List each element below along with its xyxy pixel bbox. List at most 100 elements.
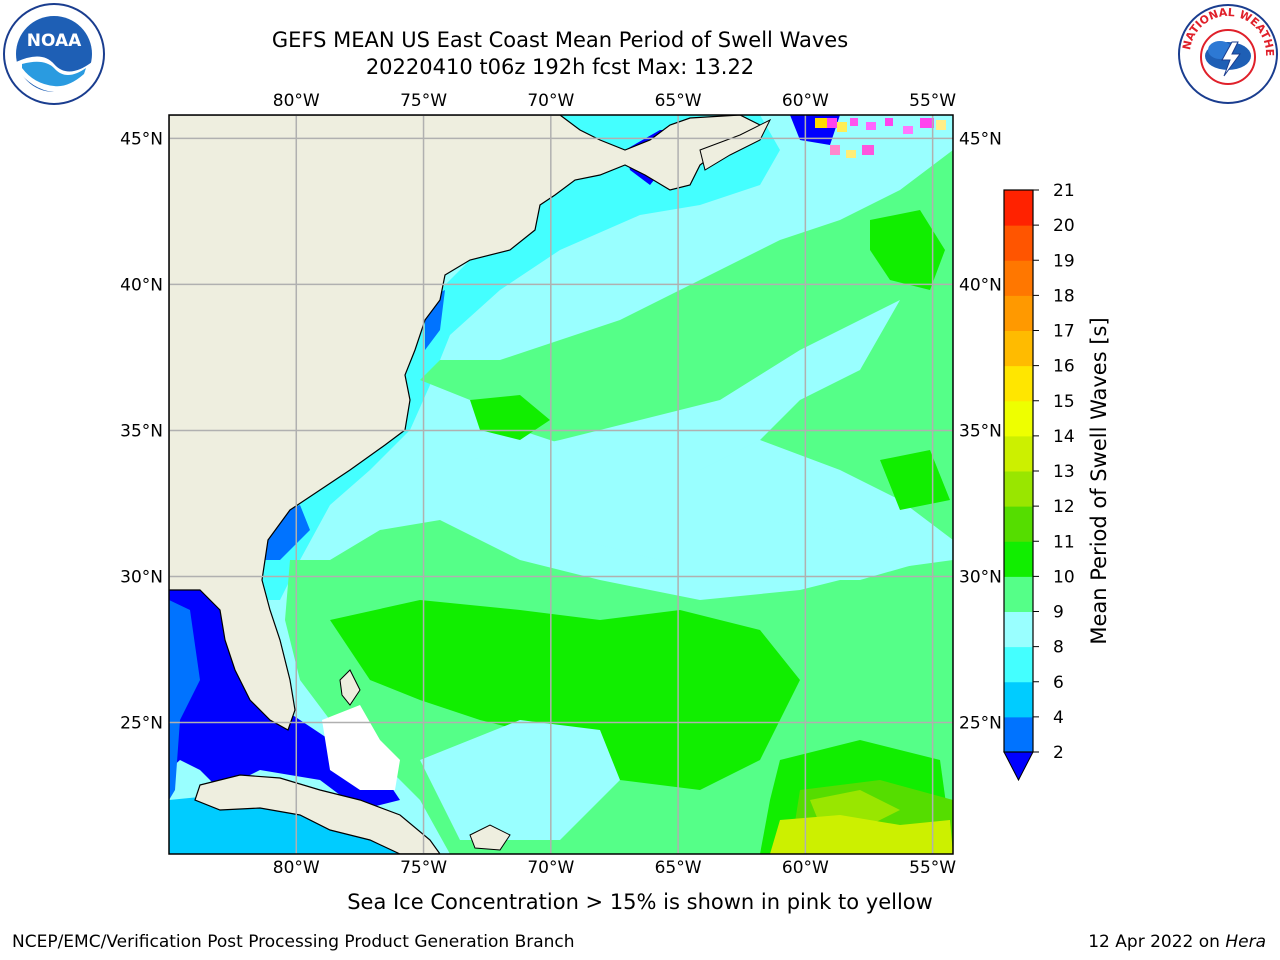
- longitude-tick-label: 55°W: [909, 91, 956, 111]
- field-8-9s-central-tongue: [470, 300, 930, 580]
- producer-credit: NCEP/EMC/Verification Post Processing Pr…: [12, 932, 575, 952]
- sea-ice-patches: [815, 118, 946, 158]
- longitude-tick-label: 70°W: [527, 91, 574, 111]
- latitude-tick-label: 30°N: [120, 568, 163, 588]
- colorbar-swatches: [1004, 190, 1033, 753]
- latitude-tick-label: 35°N: [120, 421, 163, 441]
- colorbar-tick-label: 15: [1053, 392, 1075, 412]
- sea-ice-cell: [920, 118, 934, 128]
- longitude-tick-label: 55°W: [909, 858, 956, 878]
- field-10-11s-patch-c: [870, 210, 945, 290]
- latitude-tick-label: 25°N: [120, 714, 163, 734]
- longitude-tick-label: 75°W: [400, 858, 447, 878]
- sea-ice-cell: [903, 126, 913, 134]
- colorbar-tick-label: 8: [1053, 638, 1064, 658]
- colorbar-swatch: [1004, 611, 1033, 648]
- sea-ice-cell: [830, 145, 840, 155]
- colorbar-tick-labels: 2 4 6 8 9 10 11 12 13 14 15 16 17 18 19 20 21: [1033, 181, 1075, 763]
- latitude-tick-label: 30°N: [959, 568, 1002, 588]
- colorbar-swatch: [1004, 190, 1033, 226]
- colorbar-tick-label: 2: [1053, 743, 1064, 763]
- sea-ice-cell: [866, 122, 876, 130]
- longitude-tick-label: 70°W: [527, 858, 574, 878]
- sea-ice-cell: [862, 145, 874, 155]
- colorbar-tick-label: 9: [1053, 603, 1064, 623]
- sea-ice-footnote: Sea Ice Concentration > 15% is shown in …: [347, 890, 933, 914]
- colorbar-swatch: [1004, 435, 1033, 472]
- field-8-9s-south-patch: [420, 720, 620, 840]
- sea-ice-cell: [850, 118, 858, 126]
- map-plot-area: [169, 115, 953, 854]
- sea-ice-cell: [827, 118, 837, 128]
- colorbar-tick-label: 20: [1053, 216, 1075, 236]
- colorbar-swatch: [1004, 365, 1033, 402]
- field-13-14s-southeast: [770, 815, 953, 854]
- colorbar-under-triangle: [1003, 751, 1034, 782]
- land-north-america: [169, 115, 762, 731]
- colorbar-tick-label: 19: [1053, 251, 1075, 271]
- latitude-tick-label: 35°N: [959, 421, 1002, 441]
- latitude-tick-label: 45°N: [120, 129, 163, 149]
- longitude-tick-label: 60°W: [782, 858, 829, 878]
- field-10-11s-patch-a: [330, 600, 800, 790]
- colorbar-swatch: [1004, 400, 1033, 437]
- sea-ice-cell: [885, 118, 893, 126]
- generation-host: Hera: [1225, 932, 1266, 952]
- land: [169, 115, 772, 854]
- graticule: [169, 115, 953, 854]
- longitude-labels-bottom: 80°W 75°W 70°W 65°W 60°W 55°W: [273, 858, 956, 878]
- land-nova-scotia: [699, 118, 772, 171]
- generation-date: 12 Apr 2022 on Hera: [1088, 932, 1266, 952]
- land-hispaniola: [469, 824, 511, 851]
- latitude-tick-label: 25°N: [959, 714, 1002, 734]
- bahamas-banks-missing: [322, 705, 400, 790]
- colorbar-tick-label: 11: [1053, 532, 1075, 552]
- longitude-tick-label: 75°W: [400, 91, 447, 111]
- sea-ice-cell: [936, 120, 946, 130]
- colorbar-tick-label: 14: [1053, 427, 1075, 447]
- nws-logo: NATIONAL WEATHER SERVICE: [1176, 2, 1278, 104]
- noaa-logo: NOAA: [3, 3, 105, 105]
- field-6-8s-coastal-band: [240, 115, 780, 600]
- colorbar-tick-label: 13: [1053, 462, 1075, 482]
- colorbar-tick-label: 12: [1053, 497, 1075, 517]
- colorbar-swatch: [1004, 260, 1033, 296]
- colorbar: 2 4 6 8 9 10 11 12 13 14 15 16 17 18 19 20 21 Mean Perio…: [1003, 181, 1111, 782]
- land-cuba: [194, 774, 441, 854]
- latitude-tick-label: 45°N: [959, 129, 1002, 149]
- longitude-tick-label: 60°W: [782, 91, 829, 111]
- latitude-tick-label: 40°N: [959, 275, 1002, 295]
- chart-subtitle: 20220410 t06z 192h fcst Max: 13.22: [365, 55, 755, 79]
- field-2-4s-gulf-edge: [169, 600, 200, 800]
- colorbar-swatch: [1004, 576, 1033, 612]
- latitude-tick-label: 40°N: [120, 275, 163, 295]
- longitude-labels-top: 80°W 75°W 70°W 65°W 60°W 55°W: [273, 91, 956, 111]
- field-10-11s-patch-d: [470, 395, 550, 440]
- map-frame: [168, 114, 954, 855]
- sea-ice-cell: [815, 118, 827, 128]
- colorbar-tick-label: 4: [1053, 708, 1064, 728]
- colorbar-swatch: [1004, 541, 1033, 577]
- generation-date-text: 12 Apr 2022 on: [1088, 932, 1226, 952]
- longitude-tick-label: 80°W: [273, 91, 320, 111]
- colorbar-tick-label: 18: [1053, 286, 1075, 306]
- colorbar-tick-label: 10: [1053, 567, 1075, 587]
- colorbar-swatch: [1004, 716, 1033, 753]
- colorbar-swatch: [1004, 225, 1033, 261]
- chart-title: GEFS MEAN US East Coast Mean Period of S…: [271, 28, 849, 52]
- longitude-tick-label: 65°W: [655, 91, 702, 111]
- latitude-labels-right: 45°N 40°N 35°N 30°N 25°N: [959, 129, 1002, 733]
- land-andros: [339, 669, 361, 706]
- noaa-logo-text: NOAA: [27, 31, 82, 51]
- colorbar-tick-label: 21: [1053, 181, 1075, 201]
- colorbar-tick-label: 6: [1053, 673, 1064, 693]
- colorbar-swatch: [1004, 295, 1033, 331]
- colorbar-tick-label: 17: [1053, 322, 1075, 342]
- longitude-tick-label: 65°W: [655, 858, 702, 878]
- sea-ice-cell: [837, 122, 847, 132]
- colorbar-label: Mean Period of Swell Waves [s]: [1087, 317, 1111, 644]
- field-9-10s-east: [420, 150, 953, 540]
- colorbar-tick-label: 16: [1053, 357, 1075, 377]
- colorbar-swatch: [1004, 471, 1033, 507]
